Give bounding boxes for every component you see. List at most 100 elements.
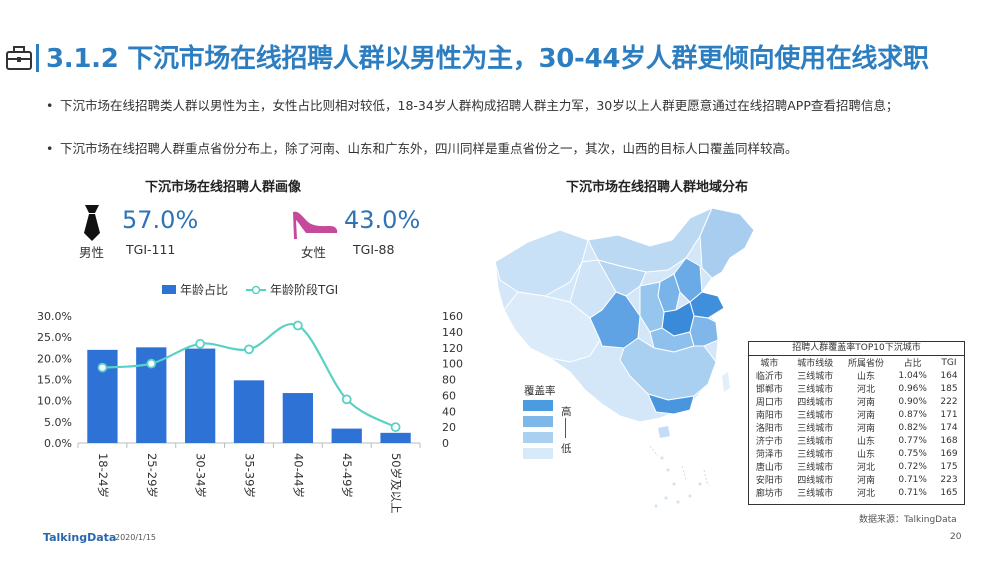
y-right-tick-label: 140 <box>442 326 463 339</box>
table-cell: 河北 <box>856 489 875 499</box>
table-row: 济宁市 三线城市 山东 0.77% 168 <box>749 434 964 448</box>
legend-line-marker <box>251 285 261 295</box>
brand-logo: TalkingData <box>43 531 117 544</box>
map-legend-swatch <box>523 432 553 443</box>
tgi-point-25-29岁 <box>146 358 157 369</box>
table-cell: 安阳市 <box>755 476 783 486</box>
x-tick-label: 45-49岁 <box>340 453 354 498</box>
table-cell: 四线城市 <box>797 476 834 486</box>
table-cell: 河南 <box>856 476 875 486</box>
bullet-1: • 下沉市场在线招聘类人群以男性为主，女性占比则相对较低，18-34岁人群构成招聘… <box>46 98 899 113</box>
x-tick-label: 50岁及以上 <box>389 453 403 514</box>
table-row: 临沂市 三线城市 山东 1.04% 164 <box>749 369 964 383</box>
map-title: 下沉市场在线招聘人群地域分布 <box>566 180 749 195</box>
table-row: 唐山市 三线城市 河北 0.72% 175 <box>749 460 964 474</box>
y-right-tick-label: 160 <box>442 310 463 323</box>
x-tick-label: 40-44岁 <box>291 453 305 498</box>
table-cell: 165 <box>940 487 958 498</box>
y-right-tick-label: 120 <box>442 342 463 355</box>
high-heel-icon <box>290 206 340 240</box>
top10-header-cell: 所属省份 <box>847 359 884 369</box>
top10-table-title: 招聘人群覆盖率TOP10下沉城市 <box>749 342 964 356</box>
y-right-tick-label: 20 <box>442 421 456 434</box>
table-cell: 1.04% <box>898 370 927 381</box>
table-cell: 济宁市 <box>755 437 783 447</box>
top10-table-box: 招聘人群覆盖率TOP10下沉城市 城市 城市线级 所属省份 占比 TGI 临沂市三线城市… <box>748 341 965 505</box>
y-right-tick-label: 80 <box>442 374 456 387</box>
female-tgi: TGI-88 <box>353 242 395 257</box>
table-row: 安阳市 四线城市 河南 0.71% 223 <box>749 473 964 487</box>
table-cell: 168 <box>940 435 958 446</box>
x-tick-label: 30-34岁 <box>194 453 208 498</box>
bar-45-49岁 <box>331 428 362 443</box>
table-cell: 河北 <box>856 463 875 473</box>
page-number: 20 <box>950 532 962 542</box>
legend-bar-swatch <box>162 285 176 294</box>
table-cell: 三线城市 <box>797 463 834 473</box>
table-cell: 临沂市 <box>755 372 783 382</box>
table-cell: 174 <box>940 422 958 433</box>
bar-35-39岁 <box>233 380 265 443</box>
tgi-point-40-44岁 <box>292 320 303 331</box>
y-right-tick-label: 60 <box>442 389 456 402</box>
table-cell: 三线城市 <box>797 450 834 460</box>
table-cell: 0.72% <box>898 461 927 472</box>
top10-header-cell: 城市线级 <box>797 359 834 369</box>
map-legend <box>523 400 553 464</box>
title-accent-bar <box>36 44 39 72</box>
x-tick-label: 18-24岁 <box>96 453 110 498</box>
table-cell: 山东 <box>856 372 875 382</box>
table-cell: 河北 <box>856 385 875 395</box>
table-cell: 175 <box>940 461 958 472</box>
map-region-jiangsu-anhui <box>689 315 719 347</box>
table-cell: 四线城市 <box>797 398 834 408</box>
tgi-point-45-49岁 <box>341 394 352 405</box>
table-cell: 0.87% <box>898 409 927 420</box>
male-percentage: 57.0% <box>122 206 199 234</box>
map-region-sichuan <box>589 291 641 349</box>
table-cell: 三线城市 <box>797 385 834 395</box>
table-cell: 222 <box>940 396 958 407</box>
y-left-tick-label: 20.0% <box>37 352 72 365</box>
table-cell: 三线城市 <box>797 489 834 499</box>
bar-40-44岁 <box>282 393 314 443</box>
table-row: 周口市 四线城市 河南 0.90% 222 <box>749 395 964 409</box>
y-left-tick-label: 10.0% <box>37 395 72 408</box>
top10-header-cell: TGI <box>941 357 957 368</box>
table-cell: 河南 <box>856 424 875 434</box>
map-region-south-central <box>619 337 717 401</box>
table-cell: 0.71% <box>898 487 927 498</box>
china-map <box>494 207 755 508</box>
table-cell: 185 <box>940 383 958 394</box>
table-cell: 169 <box>940 448 958 459</box>
map-region-tibet <box>503 291 601 363</box>
bullet-2-text: 下沉市场在线招聘人群重点省份分布上，除了河南、山东和广东外，四川同样是重点省份之… <box>60 141 798 156</box>
map-south-sea-line <box>649 445 709 487</box>
map-legend-swatch <box>523 448 553 459</box>
briefcase-icon <box>4 43 34 73</box>
table-cell: 三线城市 <box>797 424 834 434</box>
y-left-tick-label: 15.0% <box>37 374 72 387</box>
table-cell: 山东 <box>856 437 875 447</box>
y-left-tick-label: 0.0% <box>44 437 72 450</box>
table-cell: 菏泽市 <box>755 450 783 460</box>
necktie-icon <box>79 205 105 241</box>
table-cell: 廊坊市 <box>755 489 783 499</box>
y-left-tick-label: 30.0% <box>37 310 72 323</box>
top10-header-cell: 城市 <box>760 359 779 369</box>
top10-header-cell: 占比 <box>903 359 922 369</box>
female-label: 女性 <box>301 245 327 260</box>
x-tick-label: 35-39岁 <box>243 453 257 498</box>
table-cell: 三线城市 <box>797 437 834 447</box>
table-cell: 0.90% <box>898 396 927 407</box>
map-legend-swatch <box>523 416 553 427</box>
portrait-title: 下沉市场在线招聘人群画像 <box>145 180 302 195</box>
table-cell: 0.75% <box>898 448 927 459</box>
map-region-xinjiang <box>494 229 589 297</box>
x-tick-label: 25-29岁 <box>145 453 159 498</box>
tgi-point-35-39岁 <box>244 344 254 355</box>
table-cell: 0.71% <box>898 474 927 485</box>
table-cell: 邯郸市 <box>755 385 783 395</box>
top10-table: 城市 城市线级 所属省份 占比 TGI 临沂市 三线城市 山东 1.04% 164 邯郸市 三线城市… <box>749 356 964 500</box>
map-region-taiwan <box>722 372 730 392</box>
